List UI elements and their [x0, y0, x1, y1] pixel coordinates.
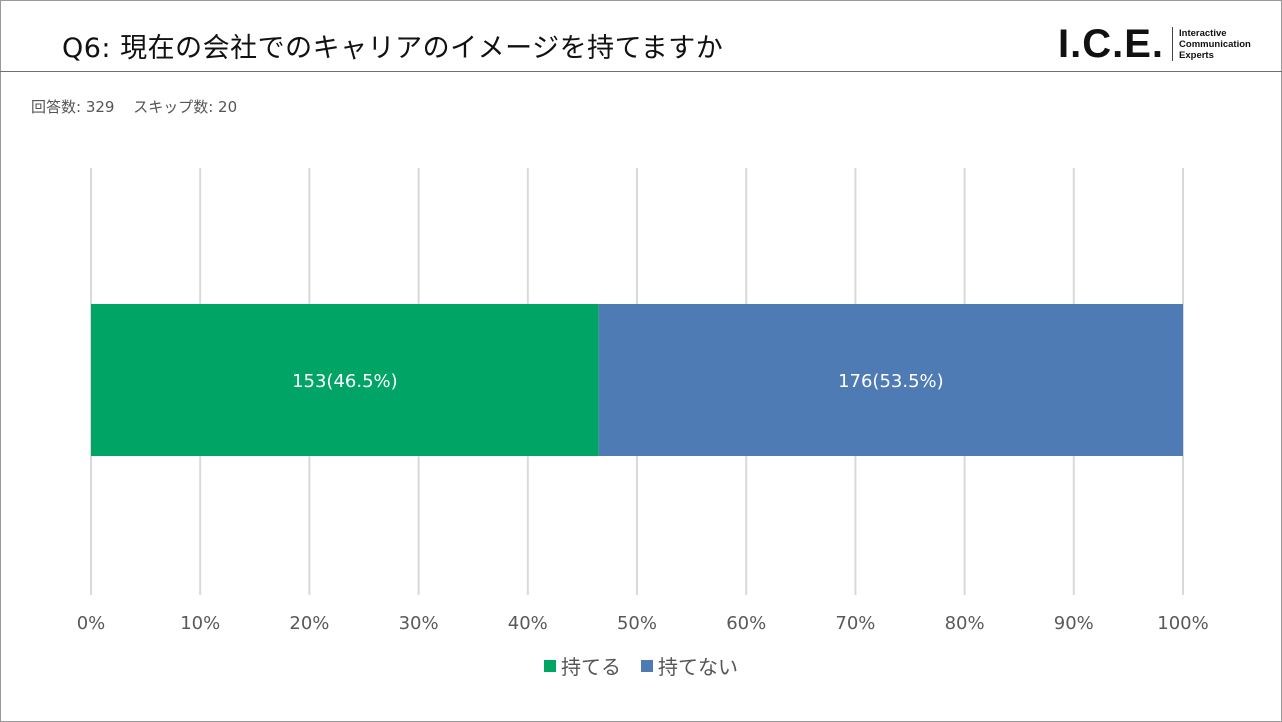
legend-swatch [544, 659, 556, 672]
x-tick-label: 90% [1054, 613, 1094, 634]
legend-item-2: 持てない [641, 651, 738, 680]
x-tick-label: 40% [508, 613, 548, 634]
x-tick-label: 20% [289, 613, 329, 634]
legend-swatch [641, 659, 653, 672]
bar-segment-2 [598, 304, 1183, 456]
bar-segment-1 [91, 304, 599, 456]
data-label: 176(53.5%) [838, 371, 944, 392]
logo-subtitle: Interactive Communication Experts [1179, 28, 1251, 61]
x-tick-label: 0% [77, 613, 106, 634]
response-summary: 回答数: 329 スキップ数: 20 [31, 96, 251, 117]
legend-label: 持てる [561, 655, 621, 679]
logo-line-3: Experts [1179, 49, 1214, 61]
x-tick-label: 50% [617, 613, 657, 634]
ice-logo: I.C.E. Interactive Communication Experts [1058, 24, 1251, 64]
x-tick-label: 100% [1157, 613, 1208, 634]
legend-item-1: 持てる [544, 651, 621, 680]
chart-legend: 持てる 持てない [0, 651, 1282, 680]
x-tick-label: 10% [180, 613, 220, 634]
logo-divider [1172, 27, 1174, 61]
page-title: Q6: 現在の会社でのキャリアのイメージを持てますか [62, 33, 724, 64]
logo-line-2: Communication [1179, 38, 1251, 50]
logo-mark: I.C.E. [1058, 22, 1165, 66]
x-tick-label: 70% [835, 613, 875, 634]
response-count: 回答数: 329 [31, 98, 115, 116]
skip-count: スキップ数: 20 [133, 98, 238, 116]
x-tick-label: 60% [726, 613, 766, 634]
header-divider [0, 71, 1282, 72]
legend-label: 持てない [658, 655, 738, 679]
x-tick-label: 30% [399, 613, 439, 634]
logo-line-1: Interactive [1179, 27, 1227, 39]
data-label: 153(46.5%) [292, 371, 398, 392]
x-tick-label: 80% [945, 613, 985, 634]
